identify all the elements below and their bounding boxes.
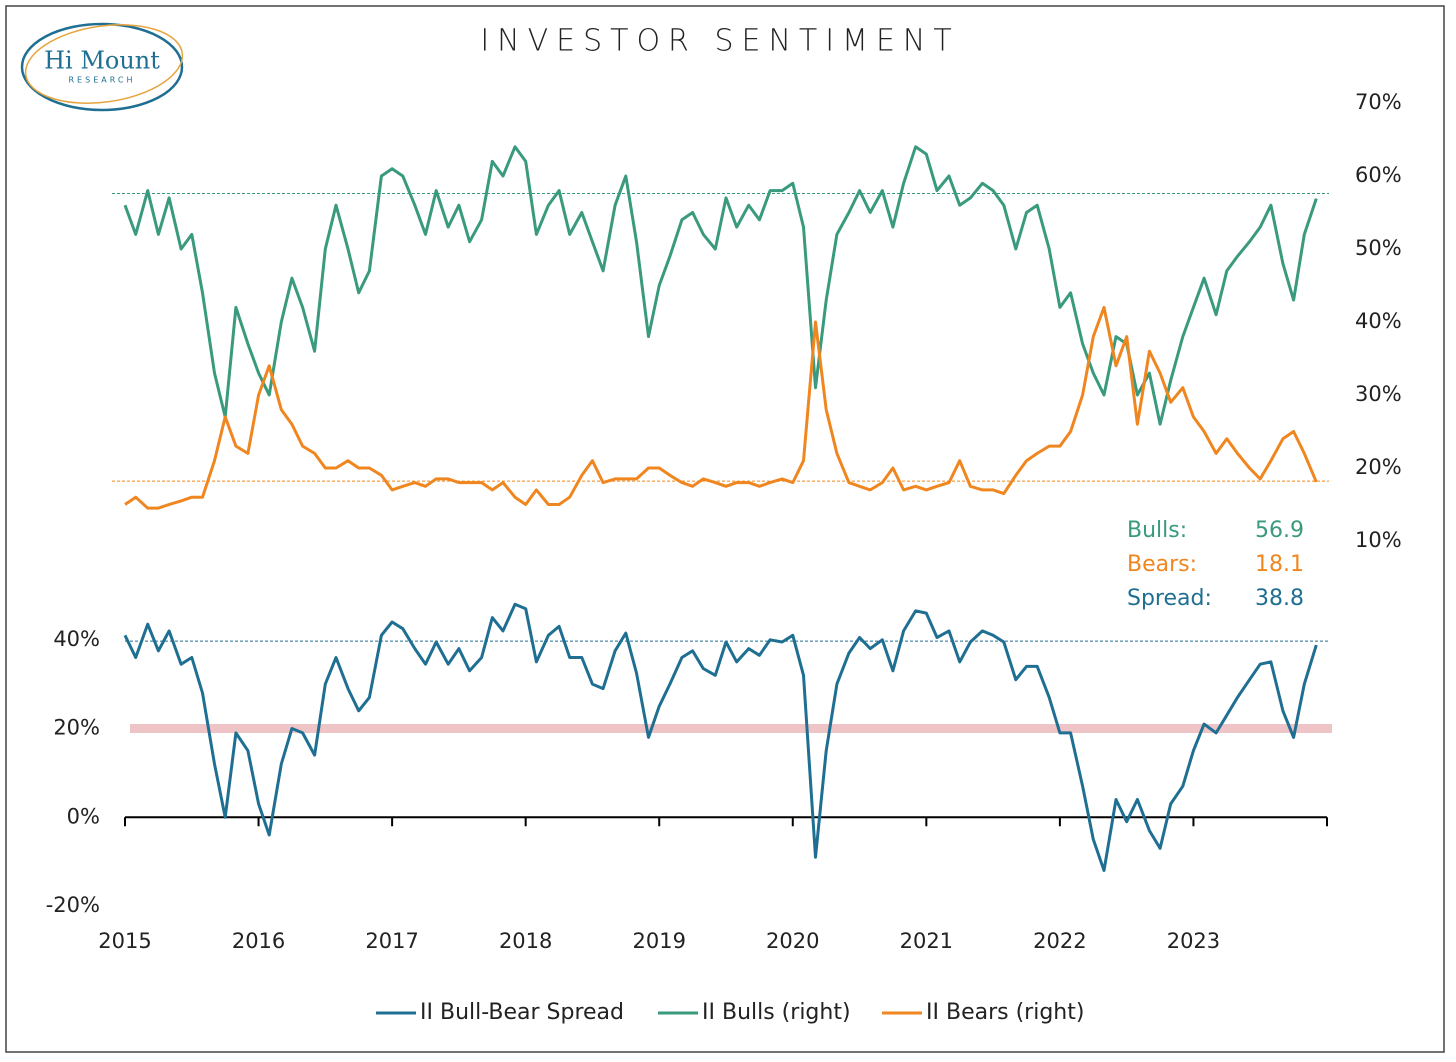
series-line bbox=[123, 145, 1318, 426]
x-tick-label: 2020 bbox=[766, 929, 819, 953]
legend-label: II Bulls (right) bbox=[702, 1000, 851, 1025]
y-tick-label: 10% bbox=[1355, 528, 1402, 552]
logo-tagline: RESEARCH bbox=[69, 76, 136, 85]
y-tick-label: 60% bbox=[1355, 163, 1402, 187]
y-tick-label: 0% bbox=[67, 804, 100, 828]
y-tick-label: 20% bbox=[1355, 455, 1402, 479]
y-tick-label: 40% bbox=[53, 627, 100, 651]
annotation-label: Bulls: bbox=[1127, 518, 1187, 543]
x-tick-label: 2023 bbox=[1167, 929, 1220, 953]
logo-ring bbox=[20, 22, 184, 112]
y-tick-label: 40% bbox=[1355, 309, 1402, 333]
annotation-label: Bears: bbox=[1127, 552, 1197, 577]
series-line bbox=[123, 602, 1318, 872]
y-tick-label: -20% bbox=[46, 893, 100, 917]
annotation-value: 18.1 bbox=[1255, 552, 1304, 577]
chart-title: INVESTOR SENTIMENT bbox=[480, 24, 959, 59]
x-tick-label: 2022 bbox=[1033, 929, 1086, 953]
y-tick-label: 70% bbox=[1355, 90, 1402, 114]
legend-label: II Bull-Bear Spread bbox=[420, 1000, 624, 1025]
annotation-value: 56.9 bbox=[1255, 518, 1304, 543]
y-tick-label: 20% bbox=[53, 716, 100, 740]
annotation-label: Spread: bbox=[1127, 586, 1212, 611]
x-tick-label: 2015 bbox=[98, 929, 151, 953]
y-tick-label: 30% bbox=[1355, 382, 1402, 406]
x-tick-label: 2017 bbox=[365, 929, 418, 953]
x-tick-label: 2018 bbox=[499, 929, 552, 953]
frame bbox=[5, 5, 1445, 1053]
series-line bbox=[124, 305, 1318, 510]
legend-label: II Bears (right) bbox=[926, 1000, 1084, 1025]
logo-ring bbox=[24, 24, 184, 104]
annotation-value: 38.8 bbox=[1255, 586, 1304, 611]
y-tick-label: 50% bbox=[1355, 236, 1402, 260]
logo-name: Hi Mount bbox=[44, 47, 160, 75]
x-tick-label: 2016 bbox=[232, 929, 285, 953]
x-tick-label: 2021 bbox=[900, 929, 953, 953]
x-tick-label: 2019 bbox=[632, 929, 685, 953]
